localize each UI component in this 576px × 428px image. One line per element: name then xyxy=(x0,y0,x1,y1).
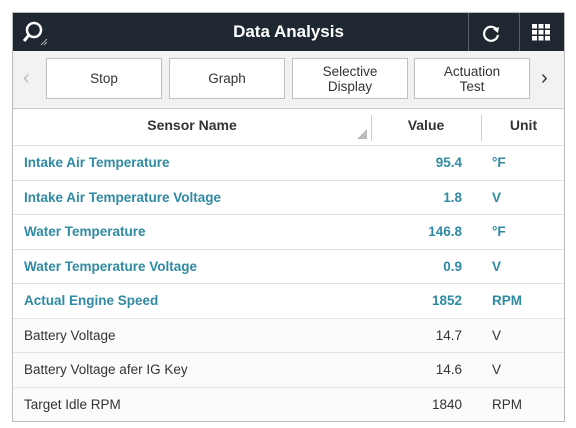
sensor-name: Intake Air Temperature xyxy=(24,155,170,170)
column-header[interactable]: Unit xyxy=(509,117,538,133)
sensor-value: 1.8 xyxy=(443,189,462,205)
separator xyxy=(468,13,469,51)
sensor-value: 1840 xyxy=(431,396,462,412)
separator xyxy=(519,13,520,51)
table-row[interactable]: Intake Air Temperature 95.4 °F xyxy=(13,145,564,180)
scroll-right[interactable]: › xyxy=(541,67,548,89)
sensor-value: 1852 xyxy=(431,293,462,308)
sensor-unit: V xyxy=(492,258,502,274)
sensor-name: Target Idle RPM xyxy=(24,396,121,412)
sensor-name: Battery Voltage afer IG Key xyxy=(24,362,188,377)
sensor-name: Battery Voltage xyxy=(24,327,116,343)
table-row[interactable]: Target Idle RPM 1840 RPM xyxy=(13,386,564,421)
scroll-left[interactable]: ‹ xyxy=(23,67,30,89)
sensor-name: Intake Air Temperature Voltage xyxy=(24,189,222,205)
search-icon[interactable] xyxy=(21,19,51,47)
refresh-icon[interactable] xyxy=(480,22,502,44)
sensor-value: 0.9 xyxy=(443,258,462,274)
column-header[interactable]: Sensor Name xyxy=(147,117,237,133)
app-window: Data Analysis ‹ Stop Graph Selective Dis… xyxy=(12,12,565,422)
column-divider xyxy=(481,115,482,141)
sensor-unit: V xyxy=(492,189,502,205)
sensor-unit: °F xyxy=(492,224,506,239)
sensor-value: 146.8 xyxy=(428,224,462,239)
selective-display-button[interactable]: Selective Display xyxy=(292,58,408,99)
sensor-unit: RPM xyxy=(492,396,522,412)
header-title: Data Analysis xyxy=(233,22,344,41)
sensor-unit: V xyxy=(492,362,502,377)
graph-button[interactable]: Graph xyxy=(169,58,285,99)
stop-button[interactable]: Stop xyxy=(46,58,162,99)
table-row[interactable]: Intake Air Temperature Voltage 1.8 V xyxy=(13,179,564,215)
grid-icon[interactable] xyxy=(532,24,550,41)
sensor-unit: V xyxy=(492,327,502,343)
sensor-name: Actual Engine Speed xyxy=(24,293,159,308)
table-row[interactable]: Actual Engine Speed 1852 RPM xyxy=(13,283,564,318)
sensor-value: 95.4 xyxy=(435,155,462,170)
sensor-unit: RPM xyxy=(492,293,522,308)
column-header[interactable]: Value xyxy=(407,117,445,133)
sort-icon xyxy=(357,129,367,139)
table-row[interactable]: Battery Voltage 14.7 V xyxy=(13,317,564,352)
sensor-name: Water Temperature xyxy=(24,224,146,239)
sensor-value: 14.6 xyxy=(435,362,462,377)
table-row[interactable]: Water Temperature 146.8 °F xyxy=(13,214,564,249)
column-divider xyxy=(371,115,372,141)
actuation-test-button[interactable]: Actuation Test xyxy=(414,58,530,99)
table-row[interactable]: Water Temperature Voltage 0.9 V xyxy=(13,248,564,284)
header-bar: Data Analysis xyxy=(13,13,564,51)
sensor-value: 14.7 xyxy=(435,327,462,343)
sensor-name: Water Temperature Voltage xyxy=(24,258,198,274)
sensor-unit: °F xyxy=(492,155,506,170)
toolbar: ‹ Stop Graph Selective Display Actuation… xyxy=(13,51,564,109)
table-header: Sensor Name Value Unit xyxy=(13,109,564,145)
table-row[interactable]: Battery Voltage afer IG Key 14.6 V xyxy=(13,352,564,387)
